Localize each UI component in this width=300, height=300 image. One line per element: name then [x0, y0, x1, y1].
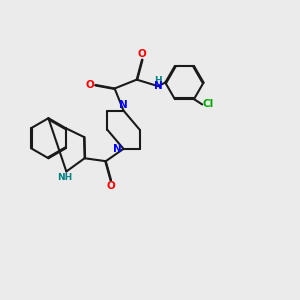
Text: O: O	[138, 49, 146, 59]
Text: N: N	[154, 81, 162, 91]
Text: H: H	[154, 76, 162, 85]
Text: N: N	[119, 100, 128, 110]
Text: N: N	[112, 144, 122, 154]
Text: NH: NH	[57, 173, 73, 182]
Text: O: O	[86, 80, 94, 90]
Text: O: O	[107, 181, 116, 190]
Text: Cl: Cl	[202, 99, 214, 110]
